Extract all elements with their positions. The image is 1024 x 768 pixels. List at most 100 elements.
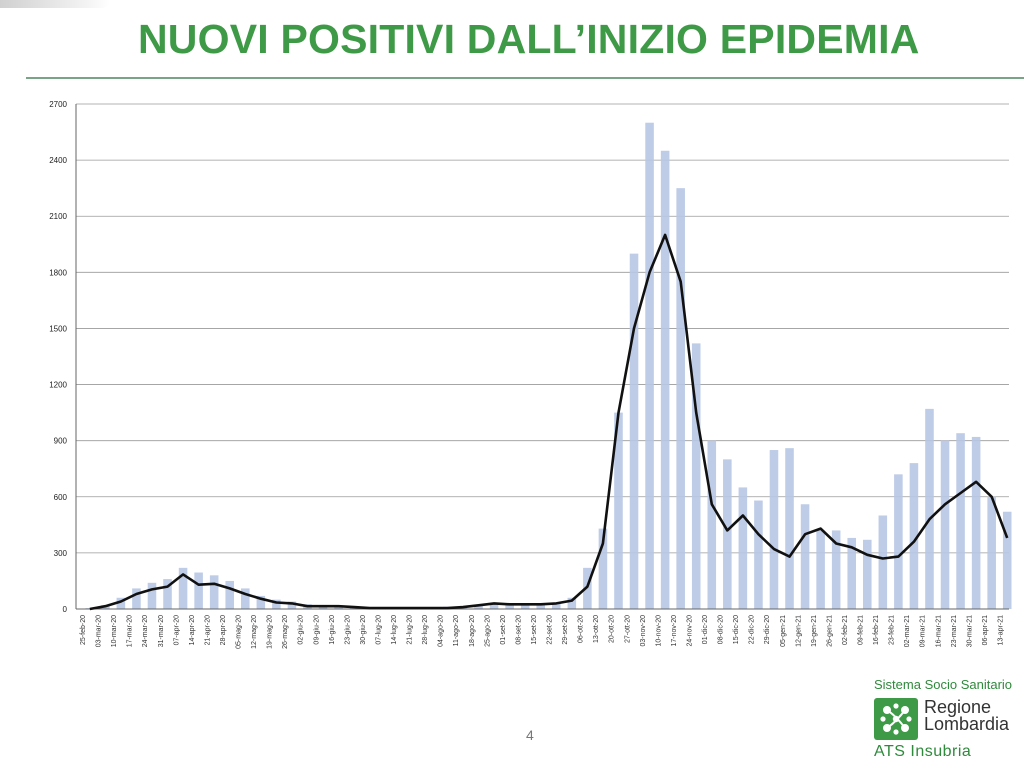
x-tick-label: 17-mar-20 bbox=[127, 615, 134, 647]
x-tick-label: 14-apr-20 bbox=[189, 615, 196, 645]
logo-system-line: Sistema Socio Sanitario bbox=[874, 677, 1013, 692]
x-tick-label: 28-lug-20 bbox=[422, 615, 429, 645]
daily-cases-bar bbox=[1002, 511, 1012, 609]
daily-cases-bar bbox=[567, 597, 577, 609]
daily-cases-bar bbox=[474, 605, 483, 609]
y-tick-label: 600 bbox=[54, 493, 68, 502]
moving-average-line bbox=[89, 233, 1009, 611]
x-tick-label: 20-ott-20 bbox=[609, 615, 616, 643]
daily-cases-bar bbox=[754, 500, 763, 609]
x-tick-label: 02-giu-20 bbox=[298, 615, 305, 645]
x-tick-label: 21-apr-20 bbox=[204, 615, 211, 645]
x-tick-label: 14-lug-20 bbox=[391, 615, 398, 645]
daily-cases-bar bbox=[178, 567, 188, 609]
x-tick-label: 11-ago-20 bbox=[453, 615, 460, 647]
daily-cases-bar bbox=[645, 122, 654, 609]
x-tick-label: 23-giu-20 bbox=[344, 615, 351, 645]
daily-cases-bar bbox=[925, 408, 934, 609]
x-tick-label: 25-feb-20 bbox=[80, 615, 87, 645]
daily-cases-bar bbox=[862, 539, 872, 609]
x-tick-label: 03-nov-20 bbox=[640, 615, 647, 647]
x-tick-label: 30-mar-21 bbox=[966, 615, 973, 647]
x-tick-label: 10-nov-20 bbox=[655, 615, 662, 647]
daily-cases-bar bbox=[116, 597, 126, 609]
x-tick-label: 15-dic-20 bbox=[733, 615, 740, 644]
daily-cases-bar bbox=[831, 530, 841, 609]
daily-cases-bar bbox=[676, 188, 685, 609]
x-tick-label: 12-gen-21 bbox=[795, 615, 802, 647]
y-tick-label: 1800 bbox=[49, 268, 67, 277]
daily-cases-bar bbox=[816, 530, 825, 609]
x-tick-label: 04-ago-20 bbox=[438, 615, 445, 647]
x-tick-label: 15-set-20 bbox=[531, 615, 538, 645]
x-tick-label: 09-giu-20 bbox=[313, 615, 320, 645]
daily-cases-bar bbox=[520, 603, 530, 609]
daily-cases-bar bbox=[163, 579, 172, 609]
x-tick-label: 02-mar-21 bbox=[904, 615, 911, 647]
daily-cases-bar bbox=[194, 572, 203, 609]
daily-cases-bar bbox=[629, 253, 639, 609]
daily-cases-bar bbox=[598, 528, 608, 609]
daily-cases-bar bbox=[536, 603, 546, 609]
x-tick-label: 08-dic-20 bbox=[718, 615, 725, 644]
chart-gridlines bbox=[76, 103, 1009, 610]
logo-agency-name: ATS Insubria bbox=[874, 743, 972, 760]
chart-axes bbox=[75, 104, 1009, 610]
x-tick-label: 19-gen-21 bbox=[811, 615, 818, 647]
x-tick-label: 23-mar-21 bbox=[951, 615, 958, 647]
daily-cases-bar bbox=[723, 459, 732, 609]
daily-cases-bar bbox=[505, 603, 514, 609]
daily-cases-bar bbox=[272, 599, 281, 609]
rosa-camuna-icon bbox=[874, 698, 918, 740]
x-tick-label: 21-lug-20 bbox=[407, 615, 414, 645]
daily-cases-bar bbox=[660, 150, 670, 609]
daily-cases-bar bbox=[785, 448, 794, 609]
x-tick-label: 24-mar-20 bbox=[142, 615, 149, 647]
daily-cases-bar bbox=[209, 575, 219, 609]
ats-insubria-logo: Sistema Socio Sanitario Regione Lombardi… bbox=[872, 677, 1024, 768]
logo-region-line2: Lombardia bbox=[924, 714, 1010, 734]
daily-cases-bar bbox=[583, 567, 592, 609]
page-number: 4 bbox=[526, 727, 534, 743]
daily-cases-bar bbox=[256, 595, 266, 609]
daily-cases-bar bbox=[987, 496, 996, 609]
x-tick-label: 01-dic-20 bbox=[702, 615, 709, 644]
x-tick-label: 16-feb-21 bbox=[873, 615, 880, 645]
x-tick-label: 06-apr-21 bbox=[982, 615, 989, 645]
daily-cases-bar bbox=[971, 436, 981, 609]
x-tick-label: 31-mar-20 bbox=[158, 615, 165, 647]
slide-title: NUOVI POSITIVI DALL’INIZIO EPIDEMIA bbox=[138, 16, 920, 62]
daily-cases-bar bbox=[147, 582, 157, 609]
x-tick-label: 07-apr-20 bbox=[173, 615, 180, 645]
x-tick-label: 08-set-20 bbox=[515, 615, 522, 645]
daily-cases-bar bbox=[769, 450, 779, 609]
daily-cases-bar bbox=[738, 487, 748, 609]
x-tick-label: 12-mag-20 bbox=[251, 615, 258, 649]
daily-cases-bar bbox=[707, 440, 717, 609]
x-tick-label: 22-set-20 bbox=[547, 615, 554, 645]
title-divider bbox=[26, 77, 1024, 79]
y-tick-label: 2100 bbox=[49, 212, 67, 221]
x-tick-label: 05-gen-21 bbox=[780, 615, 787, 647]
x-tick-label: 27-ott-20 bbox=[624, 615, 631, 643]
daily-cases-bar bbox=[614, 412, 623, 609]
x-tick-label: 18-ago-20 bbox=[469, 615, 476, 647]
new-cases-chart: 0 300 600 900 1200 1500 1800 2100 2400 2700 25-fe… bbox=[49, 100, 1012, 649]
daily-cases-bars bbox=[85, 122, 1012, 609]
x-tick-label: 02-feb-21 bbox=[842, 615, 849, 645]
x-tick-label: 07-lug-20 bbox=[375, 615, 382, 645]
daily-cases-bar bbox=[691, 343, 701, 609]
x-tick-label: 17-nov-20 bbox=[671, 615, 678, 647]
x-tick-label: 10-mar-20 bbox=[111, 615, 118, 647]
x-tick-label: 01-set-20 bbox=[500, 615, 507, 645]
x-tick-label: 09-feb-21 bbox=[858, 615, 865, 645]
x-tick-label: 26-mag-20 bbox=[282, 615, 289, 649]
daily-cases-bar bbox=[878, 515, 888, 609]
daily-cases-bar bbox=[909, 463, 919, 609]
daily-cases-bar bbox=[240, 588, 250, 609]
y-tick-label: 2400 bbox=[49, 156, 67, 165]
x-tick-label: 28-apr-20 bbox=[220, 615, 227, 645]
logo-region-line1: Regione bbox=[924, 697, 992, 717]
daily-cases-bar bbox=[800, 504, 810, 609]
x-tick-label: 16-mar-21 bbox=[935, 615, 942, 647]
